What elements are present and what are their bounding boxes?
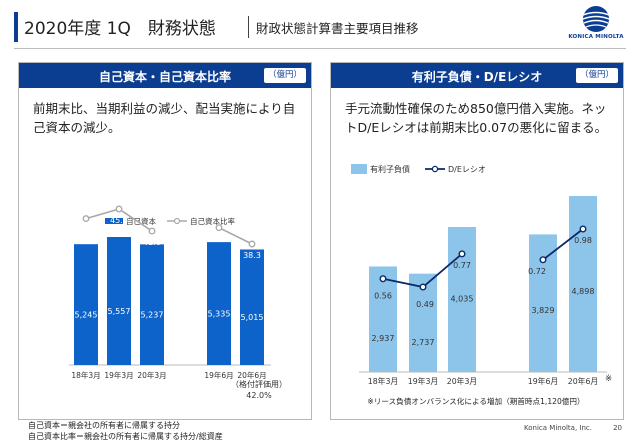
legend-marker-de [431,165,439,173]
equity-x-tick: 19年6月 [204,370,233,380]
debt-panel-title: 有利子負債・D/Eレシオ [411,70,543,84]
equity-bar [140,244,164,365]
legend-label-debt: 有利子負債 [370,164,410,174]
equity-bar [240,249,264,365]
equity-ratio-line [218,226,253,245]
debt-footnote: ※リース負債オンバランス化による増加（期首時点1,120億円） [367,396,584,406]
debt-description: 手元流動性確保のため850億円借入実施。ネットD/Eレシオは前期末比0.07の悪… [345,101,608,135]
equity-bar-label: 5,557 [108,307,131,316]
equity-bar [74,244,98,365]
page-subtitle: 財政状態計算書主要項目推移 [256,21,419,36]
debt-bar [569,196,597,372]
equity-ratio-point [248,240,256,248]
debt-panel: 有利子負債・D/Eレシオ （億円） 手元流動性確保のため850億円借入実施。ネッ… [330,62,624,420]
debt-x-tick: 20年6月 [568,376,598,386]
rating-label: （格付評価用） [231,379,287,389]
equity-panel-unit: （億円） [263,68,306,83]
legend-label-equity: 自己資本 [126,216,156,226]
de-ratio-label: 0.98 [574,236,592,245]
equity-panel-header: 自己資本・自己資本比率 （億円） [19,63,311,88]
page-title: 2020年度 1Q 財務状態 [24,19,216,39]
footer-company: Konica Minolta, Inc. [524,424,592,432]
equity-ratio-label: 41.7 [210,235,228,244]
equity-x-tick: 18年3月 [71,370,100,380]
equity-x-tick: 20年3月 [137,370,166,380]
de-ratio-label: 0.77 [453,261,471,270]
equity-bar-label: 5,245 [75,311,98,320]
equity-x-tick: 20年6月 [237,370,266,380]
debt-bar-label: 4,035 [451,295,474,304]
debt-x-tick: 18年3月 [368,376,398,386]
equity-ratio-point [82,215,90,223]
de-ratio-line [542,228,584,261]
equity-panel: 自己資本・自己資本比率 （億円） 前期末比、当期利益の減少、配当実施により自己資… [18,62,312,420]
legend-label-ratio: 自己資本比率 [190,216,235,226]
de-ratio-point [419,283,427,291]
debt-x-tick: 20年3月 [447,376,477,386]
page-number: 20 [613,424,622,432]
equity-bar [207,242,231,365]
equity-ratio-label: 45.6 [110,216,128,225]
debt-bar-label: 4,898 [572,287,595,296]
debt-bar-label: 3,829 [532,306,555,315]
equity-bar-label: 5,335 [208,310,231,319]
equity-ratio-label: 38.3 [243,251,261,260]
equity-description: 前期末比、当期利益の減少、配当実施により自己資本の減少。 [33,101,296,135]
header-rule [14,48,626,49]
logo-wordmark: KONICA MINOLTA [568,34,624,40]
equity-ratio-point [115,205,123,213]
footnote-equity: 自己資本＝親会社の所有者に帰属する持分 [28,421,180,430]
de-ratio-point [579,225,587,233]
equity-bar-label: 5,237 [141,311,164,320]
equity-ratio-point [215,224,223,232]
note-mark: ※ [605,374,612,384]
legend-swatch-debt [351,164,367,174]
de-ratio-label: 0.49 [416,300,434,309]
debt-panel-header: 有利子負債・D/Eレシオ （億円） [331,63,623,88]
debt-x-tick: 19年6月 [528,376,558,386]
legend-marker-ratio [173,217,181,225]
legend-swatch-equity [105,218,123,224]
de-ratio-point [539,256,547,264]
equity-ratio-label: 43.6 [77,226,95,235]
rating-value: 42.0% [246,391,272,400]
footnote-equity-ratio: 自己資本比率＝親会社の所有者に帰属する持分/総資産 [28,432,223,441]
debt-chart: 有利子負債 D/Eレシオ 2,937 2,737 4,035 3,829 4,898 0.56… [351,164,612,406]
equity-x-tick: 19年3月 [104,370,133,380]
globe-icon [582,6,610,32]
debt-x-tick: 19年3月 [408,376,438,386]
company-logo: KONICA MINOLTA [566,4,626,46]
debt-panel-unit: （億円） [575,68,618,83]
header-separator [248,16,249,38]
debt-bar-label: 2,737 [412,338,435,347]
de-ratio-point [379,275,387,283]
debt-bar-label: 2,937 [372,334,395,343]
equity-bar [107,237,131,365]
equity-ratio-label: 41.0 [143,238,161,247]
debt-bar [369,266,397,372]
de-ratio-label: 0.72 [528,267,546,276]
de-ratio-label: 0.56 [374,292,392,301]
de-ratio-point [458,250,466,258]
equity-bar-label: 5,015 [241,313,264,322]
header-accent-bar [14,12,18,42]
legend-label-de: D/Eレシオ [448,165,486,174]
equity-ratio-point [148,227,156,235]
equity-panel-title: 自己資本・自己資本比率 [98,70,231,84]
equity-chart: 自己資本 自己資本比率 5,245 5,557 5,237 5,335 5,015 43.6 4… [69,205,287,400]
debt-bar [529,234,557,372]
